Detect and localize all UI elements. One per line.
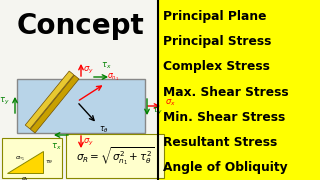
Text: Min. Shear Stress: Min. Shear Stress: [163, 111, 285, 124]
Text: $\tau_x$: $\tau_x$: [101, 60, 111, 71]
Bar: [66, 134, 164, 178]
Text: $\sigma_{n_1}$: $\sigma_{n_1}$: [15, 154, 25, 163]
Text: $\sigma_y$: $\sigma_y$: [83, 136, 94, 148]
Text: $\tau_x$: $\tau_x$: [51, 141, 61, 152]
Text: $\sigma_R = \sqrt{\sigma_{n_1}^2 + \tau_\theta^2}$: $\sigma_R = \sqrt{\sigma_{n_1}^2 + \tau_…: [76, 145, 154, 167]
Text: $\sigma_{n_1}$: $\sigma_{n_1}$: [107, 71, 119, 83]
Bar: [17, 79, 145, 133]
Text: $\sigma_s$: $\sigma_s$: [21, 175, 29, 180]
Text: Resultant Stress: Resultant Stress: [163, 136, 277, 149]
Bar: [158, 0, 320, 180]
Text: Principal Plane: Principal Plane: [163, 10, 267, 23]
Text: $\tau_y$: $\tau_y$: [0, 95, 10, 107]
Text: $\tau_\theta$: $\tau_\theta$: [45, 158, 53, 166]
Text: $\tau_\theta$: $\tau_\theta$: [99, 125, 109, 135]
Text: $\sigma_x$: $\sigma_x$: [165, 98, 176, 108]
Text: Concept: Concept: [16, 12, 144, 40]
Polygon shape: [7, 151, 43, 173]
Text: Angle of Obliquity: Angle of Obliquity: [163, 161, 288, 174]
Text: Principal Stress: Principal Stress: [163, 35, 271, 48]
Polygon shape: [25, 71, 74, 129]
Bar: [2, 138, 62, 178]
Polygon shape: [30, 75, 79, 133]
Text: Complex Stress: Complex Stress: [163, 60, 270, 73]
Bar: [0, 0, 158, 180]
Text: Max. Shear Stress: Max. Shear Stress: [163, 86, 289, 98]
Text: $\tau_y$: $\tau_y$: [152, 105, 163, 117]
Text: $\sigma_y$: $\sigma_y$: [83, 64, 94, 76]
